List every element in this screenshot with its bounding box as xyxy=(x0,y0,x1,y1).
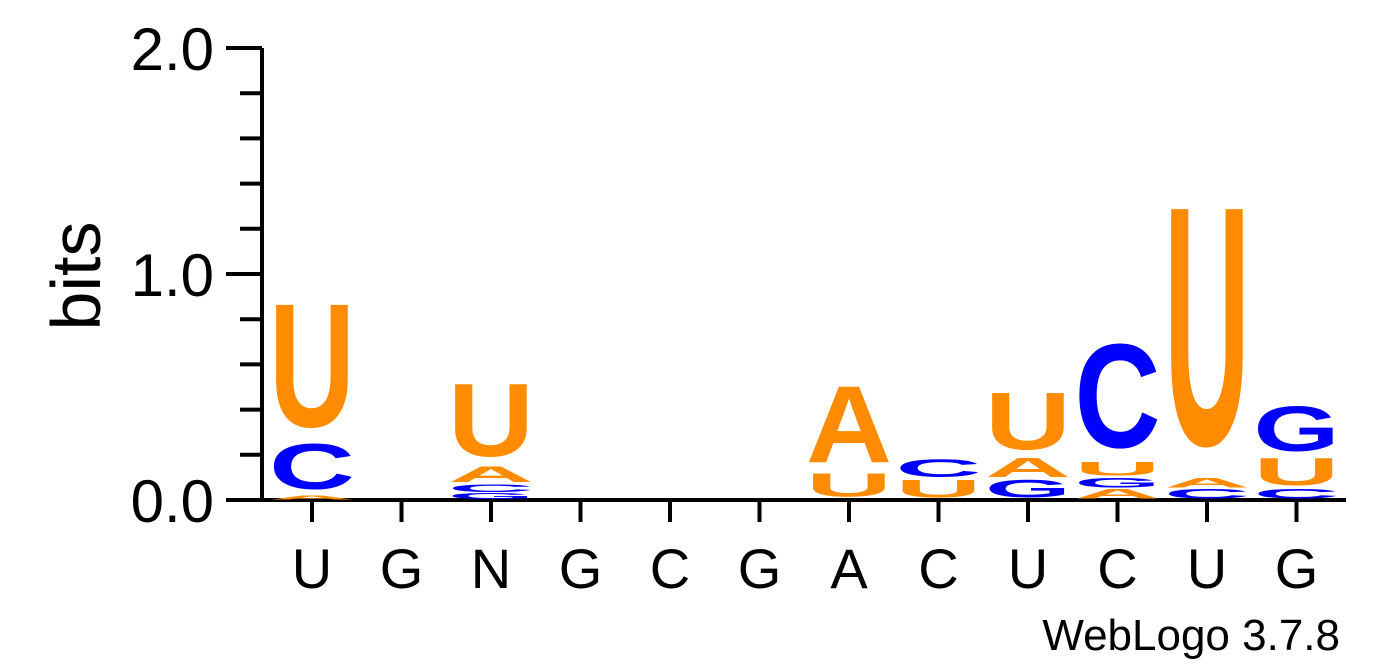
logo-letter-u: U xyxy=(1075,458,1161,480)
logo-letter-c: C xyxy=(896,455,982,483)
y-axis-label: bits xyxy=(37,222,115,331)
logo-letter-g: G xyxy=(448,492,534,501)
x-tick-label: G xyxy=(380,537,424,600)
y-ticks xyxy=(226,46,262,502)
x-tick-label: U xyxy=(1187,537,1227,600)
logo-letter-a: A xyxy=(1075,486,1161,502)
logo-letter-c: C xyxy=(1075,313,1161,480)
x-tick-label: U xyxy=(1008,537,1048,600)
logo-letter-u: U xyxy=(985,376,1071,467)
logo-letter-a: A xyxy=(448,462,534,487)
logo-letter-u: U xyxy=(448,362,534,478)
weblogo-credit: WebLogo 3.7.8 xyxy=(1042,611,1340,660)
logo-letter-u: U xyxy=(896,475,982,503)
x-tick-label: G xyxy=(559,537,603,600)
x-tick-label: C xyxy=(1097,537,1137,600)
x-tick-label: C xyxy=(918,537,958,600)
logo-letter-a: A xyxy=(269,494,355,500)
y-tick-labels: 0.0 1.0 2.0 xyxy=(131,16,214,535)
y-tick-label: 1.0 xyxy=(131,242,214,309)
logo-letter-a: A xyxy=(985,452,1071,483)
logo-letter-g: G xyxy=(985,475,1071,503)
logo-letter-g: G xyxy=(1254,393,1340,465)
x-tick-label: G xyxy=(1275,537,1319,600)
logo-letter-a: A xyxy=(1164,475,1250,491)
logo-letter-c: C xyxy=(1164,486,1250,502)
logo-letter-u: U xyxy=(1164,136,1250,518)
x-tick-label: N xyxy=(471,537,511,600)
logo-letter-u: U xyxy=(806,466,892,504)
y-tick-label: 0.0 xyxy=(131,468,214,535)
logo-letter-c: C xyxy=(269,431,355,503)
logo-letter-c: C xyxy=(448,482,534,495)
x-tick-label: U xyxy=(292,537,332,600)
logo-letter-a: A xyxy=(806,365,892,486)
x-tick-label: G xyxy=(738,537,782,600)
logo-letter-g: G xyxy=(1075,475,1161,491)
y-tick-label: 2.0 xyxy=(131,16,214,83)
logo-letter-u: U xyxy=(269,267,355,464)
logo-letter-u: U xyxy=(1254,449,1340,493)
x-tick-label: C xyxy=(650,537,690,600)
x-ticks xyxy=(310,500,1299,522)
logo-letter-c: C xyxy=(1254,486,1340,502)
x-tick-label: A xyxy=(830,537,868,600)
